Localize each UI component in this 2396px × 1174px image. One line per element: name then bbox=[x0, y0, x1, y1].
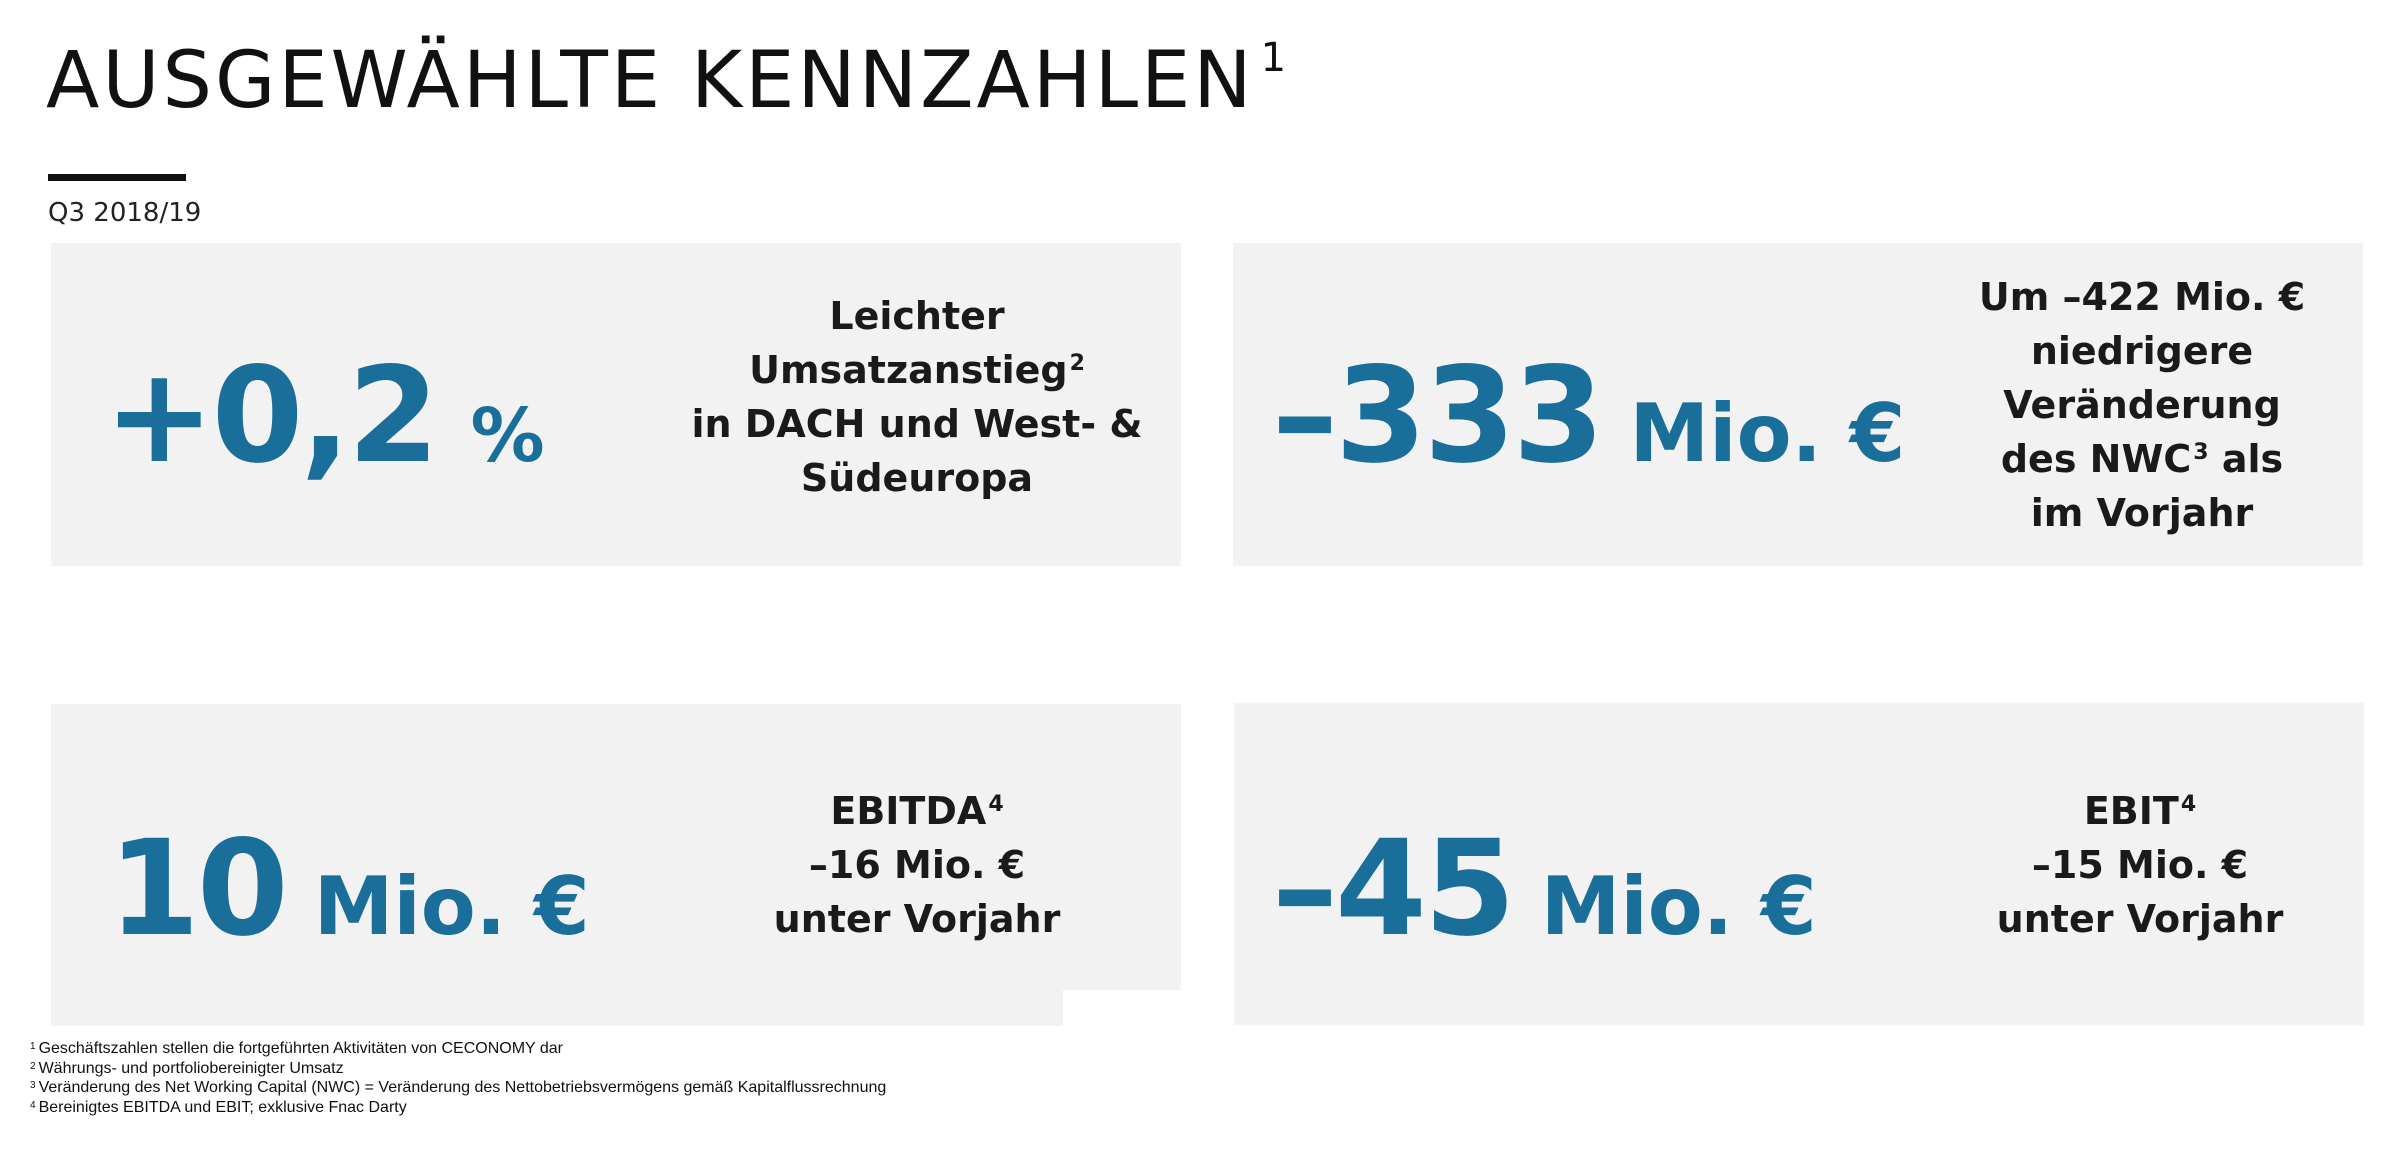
footnote-line: 2 Währungs- und portfoliobereinigter Umsa… bbox=[30, 1059, 344, 1077]
kpi-card-ebitda bbox=[51, 704, 1181, 1026]
page-title: AUSGEWÄHLTE KENNZAHLEN 1 bbox=[46, 38, 1289, 120]
card-cutout bbox=[1063, 990, 1181, 1026]
footnote-line: 3 Veränderung des Net Working Capital (NW… bbox=[30, 1079, 887, 1096]
description-line: in DACH und West- & bbox=[691, 402, 1143, 446]
footnotes: 1 Geschäftszahlen stellen die fortgeführt… bbox=[30, 1039, 886, 1117]
description-line: im Vorjahr bbox=[2030, 491, 2254, 535]
page-title-text: AUSGEWÄHLTE KENNZAHLEN bbox=[46, 36, 1255, 126]
kpi-unit: % bbox=[470, 393, 545, 479]
kpi-unit: Mio. € bbox=[1540, 860, 1817, 953]
kpi-description-revenue: Leichter Umsatzanstieg2 in DACH und West… bbox=[687, 289, 1147, 505]
kpi-description-ebitda: EBITDA4 –16 Mio. € unter Vorjahr bbox=[737, 784, 1097, 946]
description-line: niedrigere bbox=[2030, 329, 2254, 373]
description-line: Umsatzanstieg2 bbox=[749, 348, 1085, 392]
description-line: Südeuropa bbox=[800, 456, 1034, 500]
description-line: EBITDA4 bbox=[830, 789, 1004, 833]
description-line: Um –422 Mio. € bbox=[1978, 275, 2306, 319]
kpi-card-revenue bbox=[51, 243, 1181, 566]
description-line: des NWC3 als bbox=[2000, 437, 2284, 481]
description-line: Veränderung bbox=[2003, 383, 2281, 427]
kpi-value-revenue: +0,2% bbox=[104, 350, 545, 482]
kpi-number: –333 bbox=[1272, 339, 1605, 493]
title-footnote-marker: 1 bbox=[1260, 35, 1290, 81]
description-line: EBIT4 bbox=[2083, 789, 2197, 833]
kpi-number: –45 bbox=[1272, 812, 1516, 966]
footnote-marker: 2 bbox=[1069, 351, 1085, 376]
description-line: Leichter bbox=[829, 294, 1005, 338]
kpi-card-nwc bbox=[1233, 243, 2363, 566]
description-line: –15 Mio. € bbox=[2031, 843, 2249, 887]
kpi-value-nwc: –333 Mio. € bbox=[1272, 350, 1905, 482]
kpi-number: +0,2 bbox=[104, 339, 439, 493]
description-line: unter Vorjahr bbox=[1996, 897, 2284, 941]
kpi-unit: Mio. € bbox=[1629, 387, 1906, 480]
kpi-number: 10 bbox=[108, 812, 289, 966]
kpi-value-ebit: –45 Mio. € bbox=[1272, 823, 1817, 955]
footnote-marker: 3 bbox=[2193, 440, 2209, 465]
description-line: –16 Mio. € bbox=[808, 843, 1026, 887]
footnote-marker: 4 bbox=[988, 792, 1004, 817]
kpi-description-nwc: Um –422 Mio. € niedrigere Veränderung de… bbox=[1942, 270, 2342, 540]
kpi-card-ebit bbox=[1234, 703, 2364, 1025]
footnote-marker: 4 bbox=[2180, 792, 2197, 817]
footnote-line: 1 Geschäftszahlen stellen die fortgeführt… bbox=[30, 1040, 563, 1057]
period-label: Q3 2018/19 bbox=[48, 198, 202, 228]
footnote-line: 4 Bereinigtes EBITDA und EBIT; exklusive … bbox=[30, 1098, 407, 1116]
kpi-description-ebit: EBIT4 –15 Mio. € unter Vorjahr bbox=[1960, 784, 2320, 946]
kpi-value-ebitda: 10 Mio. € bbox=[108, 823, 590, 955]
kpi-unit: Mio. € bbox=[313, 860, 590, 953]
title-underline bbox=[48, 174, 186, 181]
description-line: unter Vorjahr bbox=[773, 897, 1061, 941]
